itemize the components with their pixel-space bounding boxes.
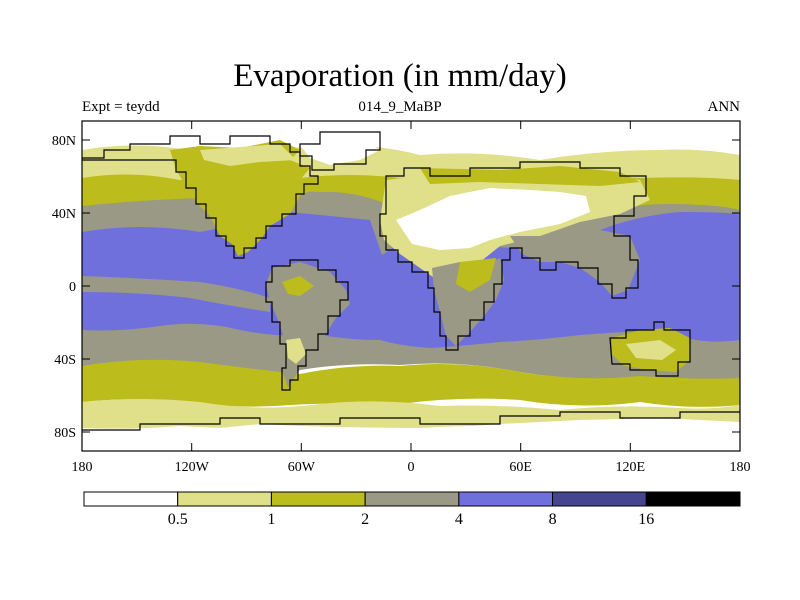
- south-america-coast: [265, 259, 349, 391]
- season-label: ANN: [707, 99, 741, 115]
- lat-label-80s: 80S: [54, 426, 76, 441]
- north-america-pale: [200, 144, 296, 166]
- south-america-olive: [282, 276, 314, 296]
- colorbar-swatch: [177, 491, 272, 507]
- lon-label-120e: 120E: [616, 460, 646, 475]
- experiment-label: Expt = teydd: [82, 99, 160, 115]
- south-america-land: [266, 262, 350, 388]
- patagonia-pale: [286, 338, 306, 364]
- colorbar-label: 0.5: [168, 511, 188, 528]
- colorbar-swatch: [458, 491, 554, 507]
- map-title: Evaporation (in mm/day): [233, 58, 567, 94]
- india-asia-land: [510, 230, 640, 296]
- lon-label-180w: 180: [72, 460, 93, 475]
- lat-label-80n: 80N: [52, 134, 76, 149]
- map-field: [82, 121, 740, 451]
- colorbar-label: 1: [267, 511, 275, 528]
- colorbar-swatch: [270, 491, 366, 507]
- colorbar-label: 4: [455, 511, 463, 528]
- lon-label-0: 0: [408, 460, 415, 475]
- eurasia-olive: [420, 166, 640, 186]
- sahara-asia-desert: [396, 188, 590, 250]
- colorbar-swatch: [83, 491, 179, 507]
- coastlines: [82, 131, 740, 431]
- south-olive-band: [82, 359, 740, 407]
- greenland-coast: [299, 131, 381, 171]
- africa-olive: [456, 258, 496, 292]
- colorbar-label: 8: [549, 511, 557, 528]
- lat-label-40s: 40S: [54, 353, 76, 368]
- lat-label-40n: 40N: [52, 207, 76, 222]
- colorbar-swatch: [364, 491, 460, 507]
- equatorial-grey-tongue: [82, 276, 270, 312]
- eurasia-africa-coast: [379, 161, 647, 351]
- australia-coast: [609, 321, 691, 377]
- colorbar-swatch: [645, 491, 741, 507]
- colorbar-label: 16: [638, 511, 654, 528]
- colorbar-swatch: [552, 491, 647, 507]
- lat-label-0: 0: [69, 280, 76, 295]
- lon-label-60w: 60W: [288, 460, 316, 475]
- lon-label-120w: 120W: [175, 460, 210, 475]
- colorbar: 0.5 1 2 4 8 16: [83, 491, 741, 528]
- antarctica-coast: [82, 411, 740, 431]
- australia-pale: [626, 340, 676, 360]
- lon-axis: [81, 121, 741, 451]
- colorbar-label: 2: [361, 511, 369, 528]
- north-america-coast: [82, 135, 319, 259]
- north-america-land: [170, 140, 320, 256]
- lon-label-180e: 180: [730, 460, 751, 475]
- lat-axis: [82, 139, 740, 433]
- antarctica-land: [82, 418, 740, 451]
- lon-label-60e: 60E: [509, 460, 532, 475]
- period-label: 014_9_MaBP: [358, 99, 442, 115]
